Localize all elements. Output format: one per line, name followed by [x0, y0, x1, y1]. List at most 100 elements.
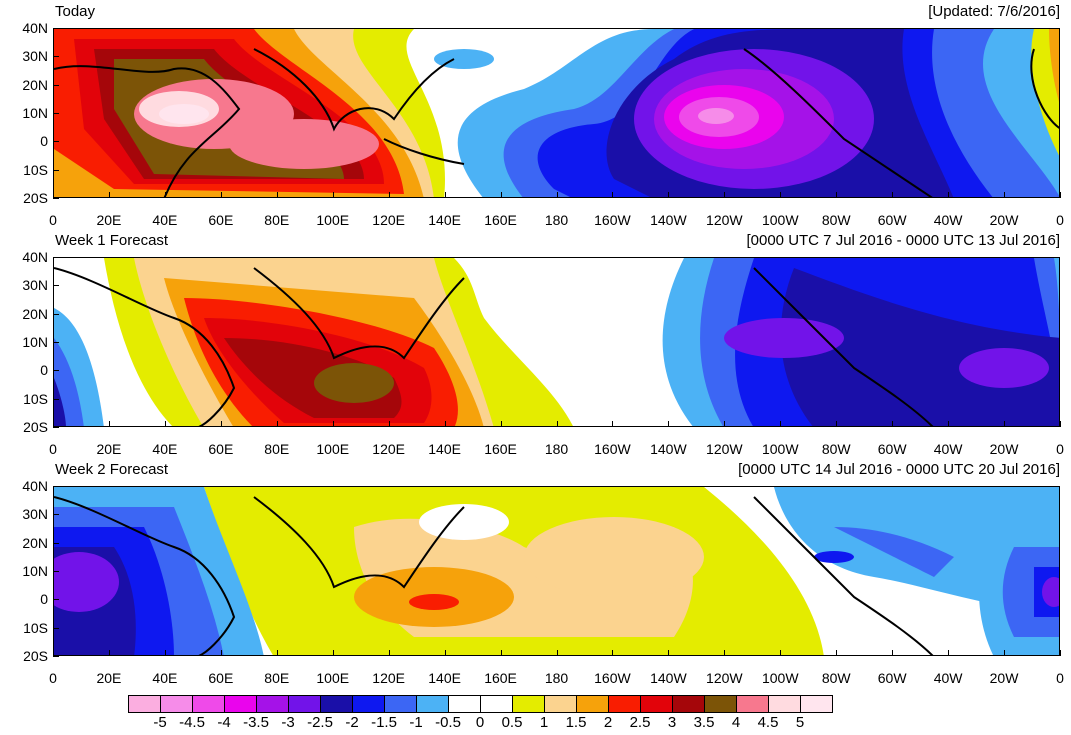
lat-tick	[53, 656, 59, 657]
lon-tick	[220, 192, 222, 198]
lon-tick	[53, 650, 54, 656]
colorbar-label: 2	[603, 714, 613, 731]
lat-label: 40N	[22, 20, 48, 36]
lon-tick	[388, 650, 390, 656]
lon-label: 120W	[706, 212, 743, 228]
colorbar-label: -4	[217, 714, 231, 731]
lon-tick	[444, 650, 446, 656]
lon-tick	[444, 421, 446, 427]
lon-label: 40W	[933, 441, 963, 457]
lon-label: 140W	[650, 670, 687, 686]
anomaly-map-today	[54, 29, 1059, 197]
colorbar-label: -1.5	[371, 714, 397, 731]
lon-label: 0	[49, 441, 57, 457]
lon-label: 140E	[428, 212, 461, 228]
colorbar-segment	[704, 695, 737, 713]
anomaly-map-week2	[54, 487, 1059, 655]
lon-label: 80W	[821, 212, 851, 228]
colorbar-label: 0.5	[501, 714, 523, 731]
lon-label: 60E	[208, 441, 234, 457]
colorbar-label: 2.5	[629, 714, 651, 731]
colorbar-label: -0.5	[435, 714, 461, 731]
lon-tick	[500, 192, 502, 198]
colorbar-segment	[576, 695, 609, 713]
lat-tick	[53, 169, 59, 171]
lat-label: 10N	[22, 105, 48, 121]
lon-tick	[556, 421, 558, 427]
map-panel-today	[53, 28, 1060, 198]
lon-label: 60W	[877, 212, 907, 228]
colorbar-segment	[224, 695, 257, 713]
lon-tick	[1060, 421, 1061, 427]
lat-label: 0	[40, 362, 48, 379]
lon-label: 20W	[989, 670, 1019, 686]
lon-tick	[948, 421, 950, 427]
colorbar-segment	[416, 695, 449, 713]
lon-tick	[668, 192, 670, 198]
lon-label: 140W	[650, 212, 687, 228]
lon-tick	[164, 650, 166, 656]
lat-tick	[53, 313, 59, 315]
panel-title-week2: Week 2 Forecast	[55, 461, 169, 478]
lon-tick	[276, 192, 278, 198]
colorbar-segment	[352, 695, 385, 713]
lon-label: 160E	[484, 670, 517, 686]
lon-tick	[444, 192, 446, 198]
colorbar-label: 3	[667, 714, 677, 731]
lat-tick	[53, 627, 59, 629]
lon-tick	[332, 192, 334, 198]
lat-label: 20S	[23, 190, 48, 206]
lat-tick	[53, 486, 59, 487]
lon-tick	[1004, 650, 1006, 656]
lon-tick	[53, 421, 54, 427]
lon-label: 60E	[208, 212, 234, 228]
lon-tick	[780, 421, 782, 427]
colorbar-label: 4.5	[757, 714, 779, 731]
colorbar-label: -5	[153, 714, 167, 731]
colorbar-segment	[640, 695, 673, 713]
lon-label: 80W	[821, 441, 851, 457]
lat-label: 30N	[22, 506, 48, 523]
lon-tick	[556, 192, 558, 198]
colorbar-label: 0	[475, 714, 485, 731]
lon-tick	[1004, 421, 1006, 427]
colorbar-segment	[512, 695, 545, 713]
lon-tick	[108, 650, 110, 656]
lon-label: 20E	[96, 441, 122, 457]
lon-label: 80E	[264, 212, 290, 228]
lon-label: 0	[1056, 441, 1064, 457]
lon-tick	[1060, 192, 1061, 198]
lon-label: 140E	[428, 670, 461, 686]
lon-label: 0	[1056, 212, 1064, 228]
lat-tick	[53, 141, 59, 143]
lon-tick	[724, 421, 726, 427]
lon-label: 40W	[933, 670, 963, 686]
colorbar-label: 4	[731, 714, 741, 731]
lon-tick	[500, 421, 502, 427]
lon-tick	[53, 192, 54, 198]
anomaly-map-week1	[54, 258, 1059, 426]
lon-label: 100E	[316, 670, 350, 686]
lon-tick	[500, 650, 502, 656]
lon-tick	[556, 650, 558, 656]
lat-label: 30N	[22, 48, 48, 65]
lon-tick	[836, 421, 838, 427]
colorbar-label: 1	[539, 714, 549, 731]
lat-tick	[53, 342, 59, 343]
lon-tick	[220, 421, 222, 427]
lon-tick	[332, 650, 334, 656]
panel-title-week1: Week 1 Forecast	[55, 232, 169, 249]
lon-label: 160W	[594, 212, 631, 228]
lon-label: 20E	[96, 212, 122, 228]
panel-range-week1: [0000 UTC 7 Jul 2016 - 0000 UTC 13 Jul 2…	[746, 232, 1060, 249]
lat-label: 10S	[23, 390, 48, 407]
lon-tick	[724, 650, 726, 656]
lat-label: 20N	[22, 76, 48, 93]
lon-tick	[1004, 192, 1006, 198]
lon-tick	[276, 421, 278, 427]
lon-tick	[108, 421, 110, 427]
panel-updated-date: [Updated: 7/6/2016]	[928, 3, 1060, 20]
colorbar-segment	[320, 695, 353, 713]
lat-tick	[53, 571, 59, 572]
lon-label: 40E	[152, 441, 178, 457]
